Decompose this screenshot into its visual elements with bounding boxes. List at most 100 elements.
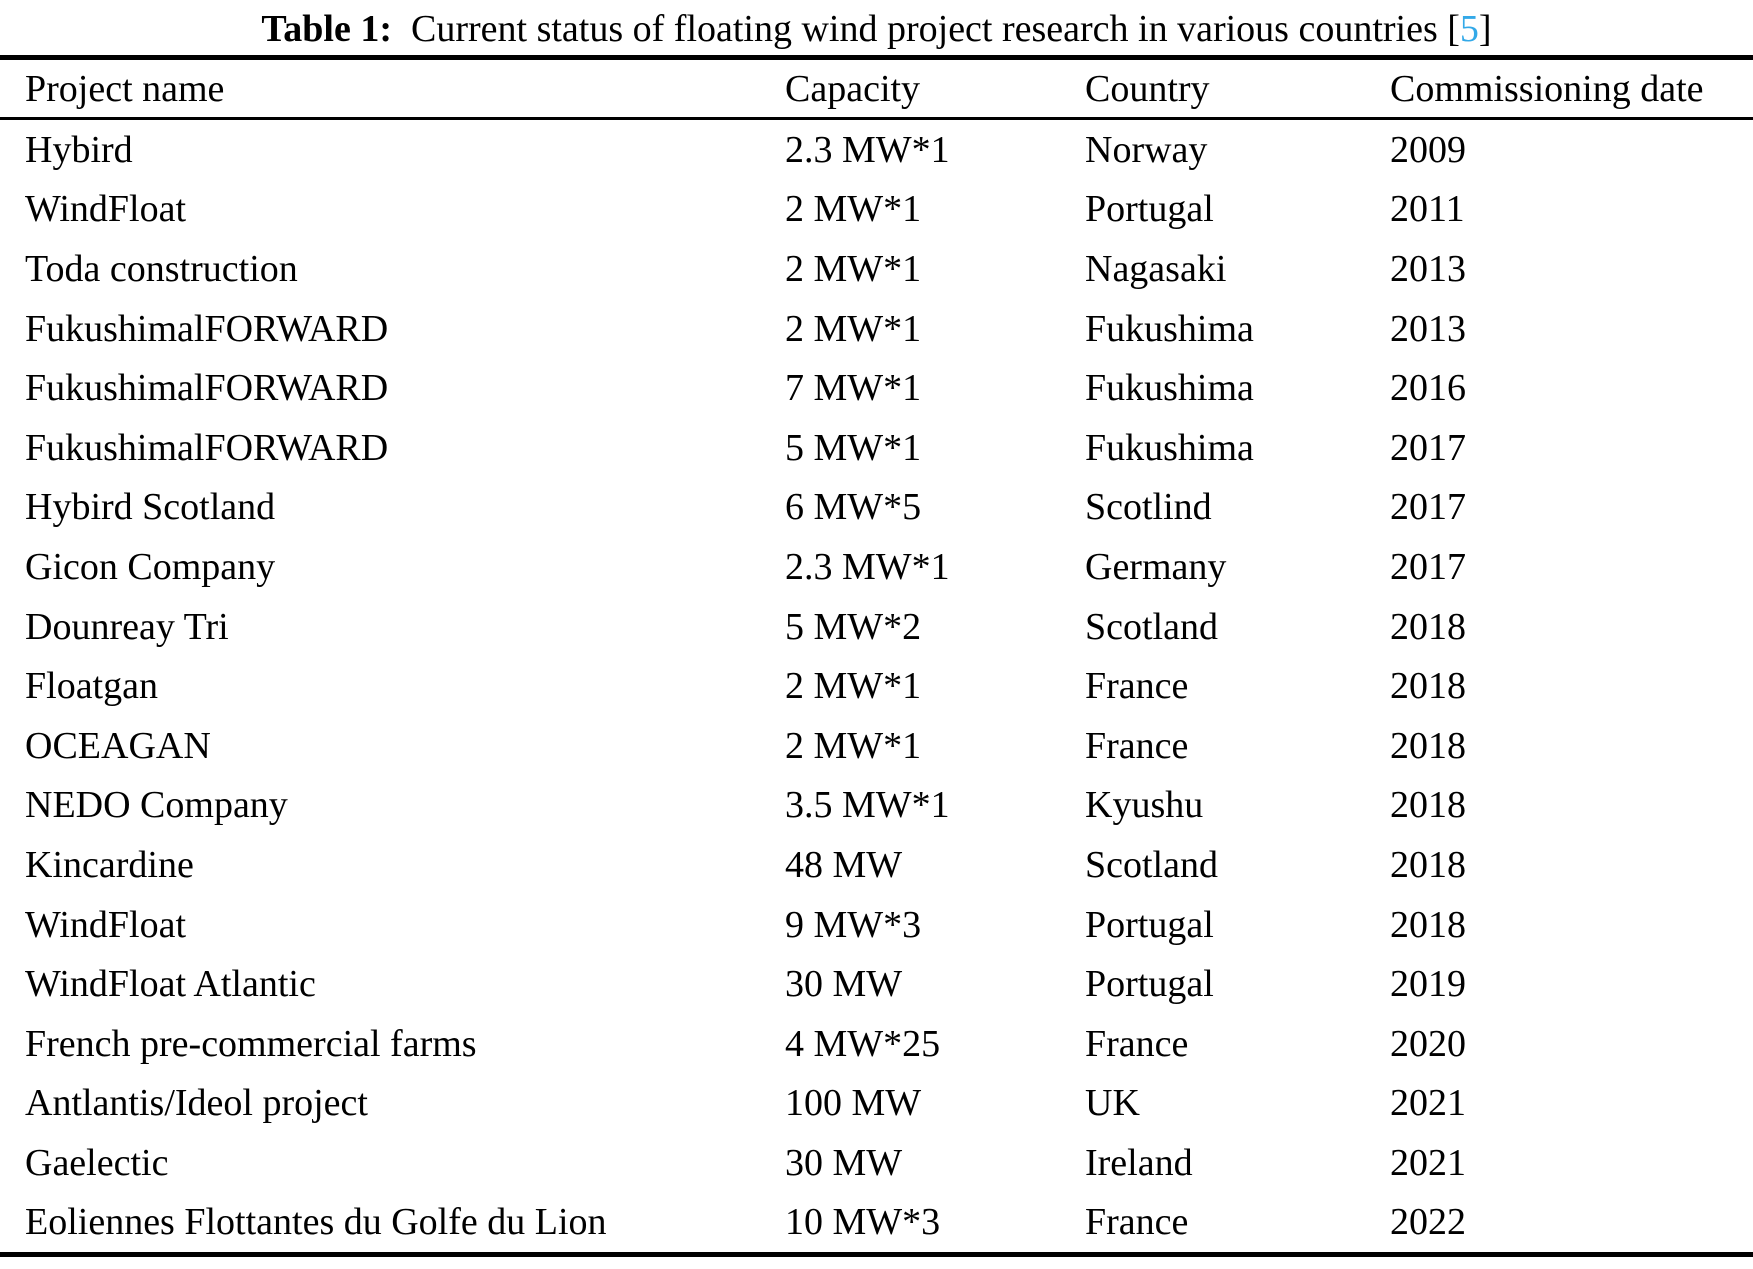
capacity-cell: 2 MW*1 [785, 188, 922, 231]
commissioning-date-cell: 2021 [1390, 1141, 1466, 1184]
citation-bracket-open: [ [1447, 8, 1460, 50]
table-caption: Table 1: Current status of floating wind… [0, 0, 1753, 55]
project-name-cell: Dounreay Tri [25, 605, 229, 648]
table-row: Floatgan 2 MW*1 France 2018 [0, 656, 1753, 716]
commissioning-date-cell: 2017 [1390, 426, 1466, 469]
commissioning-date-cell: 2017 [1390, 545, 1466, 588]
commissioning-date-cell: 2018 [1390, 724, 1466, 767]
country-cell: Kyushu [1085, 784, 1204, 827]
capacity-cell: 30 MW [785, 963, 903, 1006]
project-name-cell: FukushimalFORWARD [25, 307, 389, 350]
capacity-cell: 30 MW [785, 1141, 903, 1184]
table-row: French pre-commercial farms 4 MW*25 Fran… [0, 1014, 1753, 1074]
country-cell: Fukushima [1085, 367, 1254, 410]
commissioning-date-cell: 2009 [1390, 128, 1466, 171]
table-row: Gaelectic 30 MW Ireland 2021 [0, 1133, 1753, 1193]
country-cell: Portugal [1085, 188, 1214, 231]
commissioning-date-cell: 2018 [1390, 605, 1466, 648]
capacity-cell: 2 MW*1 [785, 724, 922, 767]
table-header-row: Project name Capacity Country Commission… [0, 60, 1753, 120]
capacity-cell: 7 MW*1 [785, 367, 922, 410]
project-name-cell: FukushimalFORWARD [25, 367, 389, 410]
country-cell: Norway [1085, 128, 1208, 171]
country-cell: France [1085, 665, 1189, 708]
country-cell: Portugal [1085, 903, 1214, 946]
table-row: Dounreay Tri 5 MW*2 Scotland 2018 [0, 597, 1753, 657]
project-name-cell: Floatgan [25, 665, 158, 708]
country-cell: Ireland [1085, 1141, 1193, 1184]
table-row: Hybird Scotland 6 MW*5 Scotlind 2017 [0, 478, 1753, 538]
capacity-cell: 10 MW*3 [785, 1201, 941, 1244]
capacity-cell: 5 MW*1 [785, 426, 922, 469]
project-name-cell: Antlantis/Ideol project [25, 1082, 368, 1125]
projects-table: Project name Capacity Country Commission… [0, 55, 1753, 1258]
project-name-cell: OCEAGAN [25, 724, 211, 767]
table-row: Eoliennes Flottantes du Golfe du Lion 10… [0, 1193, 1753, 1253]
table-row: FukushimalFORWARD 5 MW*1 Fukushima 2017 [0, 418, 1753, 478]
commissioning-date-cell: 2021 [1390, 1082, 1466, 1125]
header-project-name: Project name [25, 67, 225, 110]
capacity-cell: 2 MW*1 [785, 247, 922, 290]
project-name-cell: WindFloat [25, 188, 187, 231]
project-name-cell: Hybird [25, 128, 133, 171]
table-row: Hybird 2.3 MW*1 Norway 2009 [0, 120, 1753, 180]
country-cell: Scotland [1085, 605, 1218, 648]
commissioning-date-cell: 2017 [1390, 486, 1466, 529]
project-name-cell: Gaelectic [25, 1141, 169, 1184]
commissioning-date-cell: 2016 [1390, 367, 1466, 410]
country-cell: France [1085, 724, 1189, 767]
caption-spacer [392, 8, 411, 50]
project-name-cell: WindFloat [25, 903, 187, 946]
project-name-cell: Hybird Scotland [25, 486, 276, 529]
table-row: WindFloat 9 MW*3 Portugal 2018 [0, 895, 1753, 955]
table-row: WindFloat 2 MW*1 Portugal 2011 [0, 180, 1753, 240]
capacity-cell: 6 MW*5 [785, 486, 922, 529]
capacity-cell: 100 MW [785, 1082, 922, 1125]
commissioning-date-cell: 2013 [1390, 247, 1466, 290]
project-name-cell: FukushimalFORWARD [25, 426, 389, 469]
commissioning-date-cell: 2019 [1390, 963, 1466, 1006]
project-name-cell: WindFloat Atlantic [25, 963, 316, 1006]
country-cell: Portugal [1085, 963, 1214, 1006]
capacity-cell: 4 MW*25 [785, 1022, 941, 1065]
header-country: Country [1085, 67, 1210, 110]
country-cell: France [1085, 1201, 1189, 1244]
table-row: WindFloat Atlantic 30 MW Portugal 2019 [0, 954, 1753, 1014]
table-row: Kincardine 48 MW Scotland 2018 [0, 835, 1753, 895]
capacity-cell: 2 MW*1 [785, 307, 922, 350]
table-row: FukushimalFORWARD 7 MW*1 Fukushima 2016 [0, 358, 1753, 418]
table-row: NEDO Company 3.5 MW*1 Kyushu 2018 [0, 776, 1753, 836]
project-name-cell: Gicon Company [25, 545, 276, 588]
project-name-cell: NEDO Company [25, 784, 288, 827]
table-row: FukushimalFORWARD 2 MW*1 Fukushima 2013 [0, 299, 1753, 359]
table-row: OCEAGAN 2 MW*1 France 2018 [0, 716, 1753, 776]
project-name-cell: French pre-commercial farms [25, 1022, 477, 1065]
capacity-cell: 48 MW [785, 843, 903, 886]
capacity-cell: 2.3 MW*1 [785, 545, 950, 588]
project-name-cell: Eoliennes Flottantes du Golfe du Lion [25, 1201, 607, 1244]
table-caption-label: Table 1: [261, 8, 392, 50]
table-row: Gicon Company 2.3 MW*1 Germany 2017 [0, 537, 1753, 597]
country-cell: Nagasaki [1085, 247, 1227, 290]
country-cell: Fukushima [1085, 426, 1254, 469]
project-name-cell: Toda construction [25, 247, 298, 290]
country-cell: Germany [1085, 545, 1227, 588]
country-cell: Fukushima [1085, 307, 1254, 350]
table-row: Toda construction 2 MW*1 Nagasaki 2013 [0, 239, 1753, 299]
capacity-cell: 5 MW*2 [785, 605, 922, 648]
capacity-cell: 2 MW*1 [785, 665, 922, 708]
caption-spacer [1438, 8, 1448, 50]
project-name-cell: Kincardine [25, 843, 194, 886]
header-capacity: Capacity [785, 67, 921, 110]
capacity-cell: 9 MW*3 [785, 903, 922, 946]
citation-link[interactable]: 5 [1459, 8, 1479, 50]
citation-bracket-close: ] [1478, 8, 1492, 50]
commissioning-date-cell: 2011 [1390, 188, 1465, 231]
country-cell: Scotland [1085, 843, 1218, 886]
commissioning-date-cell: 2022 [1390, 1201, 1466, 1244]
commissioning-date-cell: 2018 [1390, 784, 1466, 827]
table-caption-text: Current status of floating wind project … [411, 8, 1438, 50]
commissioning-date-cell: 2013 [1390, 307, 1466, 350]
commissioning-date-cell: 2018 [1390, 665, 1466, 708]
